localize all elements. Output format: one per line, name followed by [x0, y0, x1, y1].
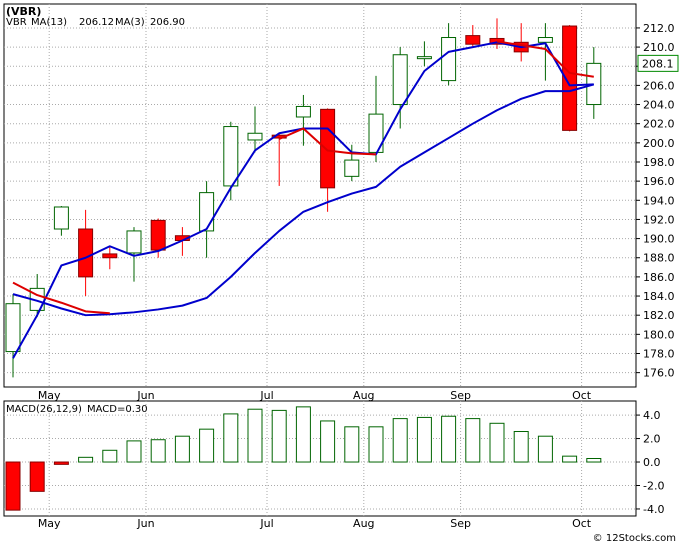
- macd-bar: [441, 415, 457, 463]
- macd-tick-label: -4.0: [643, 503, 664, 516]
- price-tick-label: 200.0: [643, 137, 675, 150]
- price-tick-label: 196.0: [643, 175, 675, 188]
- macd-month-label: Jul: [259, 517, 273, 530]
- candle-body: [199, 192, 215, 232]
- legend-ma13-label: MA(13): [31, 17, 67, 28]
- macd-bar: [489, 422, 505, 463]
- month-label: Sep: [450, 389, 471, 402]
- macd-bar: [29, 461, 45, 492]
- legend-ma13-value: 206.12: [79, 17, 114, 28]
- macd-tick-label: 0.0: [643, 456, 661, 469]
- month-label: Aug: [353, 389, 374, 402]
- macd-tick-label: -2.0: [643, 479, 664, 492]
- ma3-line: [12, 281, 110, 315]
- macd-bar: [199, 428, 215, 463]
- candle-body: [247, 132, 263, 141]
- month-label: Oct: [572, 389, 592, 402]
- price-tick-label: 190.0: [643, 233, 675, 246]
- price-tick-label: 184.0: [643, 290, 675, 303]
- macd-month-label: Aug: [353, 517, 374, 530]
- candle-body: [5, 303, 21, 353]
- month-label: Jul: [259, 389, 273, 402]
- candle-body: [223, 126, 239, 187]
- macd-bar: [53, 461, 69, 465]
- macd-bar: [344, 426, 360, 463]
- price-tick-label: 178.0: [643, 347, 675, 360]
- last-price-badge: 208.1: [642, 57, 674, 70]
- macd-month-label: May: [38, 517, 61, 530]
- chart-symbol-title: (VBR): [6, 5, 41, 18]
- price-tick-label: 212.0: [643, 22, 675, 35]
- macd-bar: [513, 431, 529, 463]
- macd-bar: [537, 435, 553, 463]
- price-tick-label: 202.0: [643, 118, 675, 131]
- candle-body: [537, 37, 553, 43]
- candle-body: [78, 228, 94, 278]
- legend-ma3-label: MA(3): [115, 17, 145, 28]
- price-tick-label: 176.0: [643, 367, 675, 380]
- macd-bar: [174, 435, 190, 463]
- macd-bar: [247, 408, 263, 463]
- last-price-badge-box: [637, 54, 679, 72]
- macd-bar: [586, 458, 602, 463]
- price-tick-label: 182.0: [643, 309, 675, 322]
- macd-bar: [465, 418, 481, 463]
- candle-body: [102, 253, 118, 259]
- macd-bar: [320, 420, 336, 463]
- candle-body: [53, 206, 69, 230]
- macd-month-label: Oct: [572, 517, 592, 530]
- candle-body: [441, 37, 457, 82]
- macd-month-label: Sep: [450, 517, 471, 530]
- macd-bar: [5, 461, 21, 511]
- price-tick-label: 210.0: [643, 41, 675, 54]
- price-tick-label: 186.0: [643, 271, 675, 284]
- candle-body: [465, 35, 481, 45]
- month-label: May: [38, 389, 61, 402]
- legend-ticker: VBR: [6, 17, 27, 28]
- candle-body: [320, 108, 336, 189]
- macd-month-label: Jun: [136, 517, 154, 530]
- price-tick-label: 198.0: [643, 156, 675, 169]
- macd-bar: [102, 449, 118, 463]
- macd-bar: [271, 409, 287, 463]
- macd-bar: [368, 426, 384, 463]
- month-label: Jun: [136, 389, 154, 402]
- ma-slow-line: [12, 83, 595, 317]
- macd-tick-label: 2.0: [643, 433, 661, 446]
- candle-body: [562, 25, 578, 131]
- price-panel-frame: [3, 3, 637, 388]
- macd-bar: [223, 413, 239, 463]
- macd-bar: [150, 439, 166, 463]
- ma3-line: [496, 40, 594, 78]
- ma13-line: [12, 127, 304, 359]
- candle-body: [150, 219, 166, 251]
- ma3-line: [278, 127, 377, 156]
- candle-body: [344, 159, 360, 177]
- price-tick-label: 192.0: [643, 213, 675, 226]
- macd-bar: [78, 456, 94, 463]
- candle-body: [126, 230, 142, 254]
- watermark: © 12Stocks.com: [593, 533, 676, 544]
- macd-bar: [392, 418, 408, 463]
- macd-bar: [295, 406, 311, 463]
- price-tick-label: 194.0: [643, 194, 675, 207]
- macd-bar: [416, 416, 432, 463]
- candle-body: [416, 56, 432, 60]
- candle-body: [392, 54, 408, 106]
- candle-body: [295, 105, 311, 118]
- macd-bar: [562, 455, 578, 463]
- price-tick-label: 204.0: [643, 99, 675, 112]
- macd-tick-label: 4.0: [643, 409, 661, 422]
- price-tick-label: 180.0: [643, 328, 675, 341]
- price-tick-label: 188.0: [643, 252, 675, 265]
- macd-legend-value: MACD=0.30: [87, 404, 148, 415]
- macd-bar: [126, 440, 142, 463]
- macd-legend-label: MACD(26,12,9): [6, 404, 82, 415]
- legend-ma3-value: 206.90: [150, 17, 185, 28]
- price-tick-label: 206.0: [643, 79, 675, 92]
